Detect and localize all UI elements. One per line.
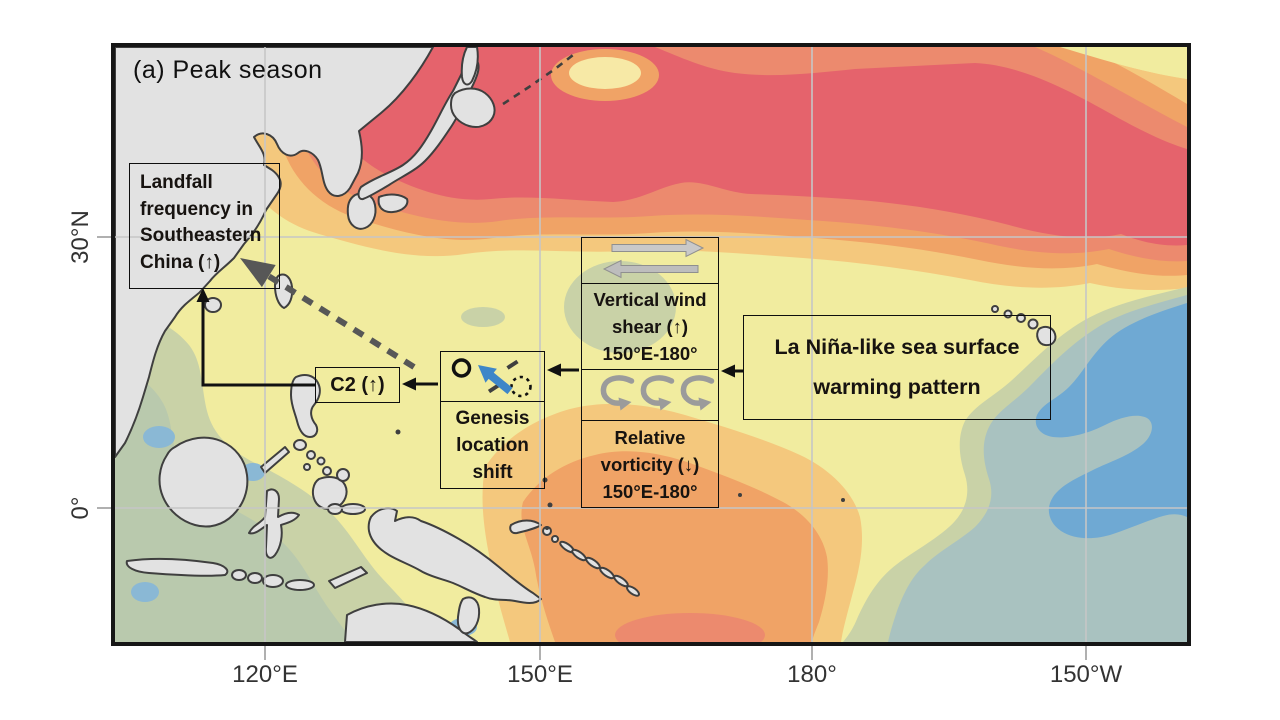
hainan bbox=[204, 297, 222, 313]
warm-anomaly-bands bbox=[233, 47, 1187, 291]
x-tick-label-150w: 150°W bbox=[1049, 661, 1123, 688]
asia-mainland bbox=[115, 47, 434, 458]
y-tick-label-30n: 30°N bbox=[67, 210, 94, 264]
cape-york bbox=[456, 596, 481, 635]
hokkaido bbox=[450, 87, 496, 128]
palawan bbox=[260, 446, 290, 474]
eastern-cool-region bbox=[843, 287, 1187, 642]
genesis-label: Genesis location shift bbox=[455, 407, 530, 483]
timor bbox=[328, 566, 368, 589]
luzon bbox=[290, 374, 321, 438]
vorticity-cell: Relative vorticity (↓) 150°E-180° bbox=[582, 421, 718, 507]
wind-shear-label: Vertical wind shear (↑) bbox=[593, 289, 707, 337]
vorticity-icon-cell bbox=[582, 370, 718, 421]
australia-north bbox=[344, 602, 478, 642]
genesis-symbols-cell bbox=[441, 352, 544, 402]
x-tick-label-150e: 150°E bbox=[507, 661, 573, 688]
panel-label: (a) Peak season bbox=[133, 56, 323, 84]
wind-shear-icon-cell bbox=[582, 238, 718, 284]
shikoku bbox=[377, 193, 409, 214]
map-frame bbox=[111, 43, 1191, 646]
vorticity-range: 150°E-180° bbox=[602, 480, 698, 502]
c2-box: C2 (↑) bbox=[315, 367, 400, 403]
factor-stack: Vertical wind shear (↑) 150°E-180° Relat… bbox=[581, 237, 719, 508]
lanina-line1: La Niña-like sea surface bbox=[774, 335, 1020, 359]
sulawesi bbox=[248, 488, 300, 559]
x-tick-label-180: 180° bbox=[787, 661, 837, 688]
java bbox=[125, 557, 229, 577]
new-britain bbox=[509, 519, 542, 535]
new-guinea bbox=[367, 507, 542, 604]
landfall-box: Landfall frequency in Southeastern China… bbox=[129, 163, 280, 289]
kyushu bbox=[346, 192, 377, 230]
wind-shear-cell: Vertical wind shear (↑) 150°E-180° bbox=[582, 284, 718, 370]
landmasses bbox=[115, 47, 1057, 642]
corner-cool-wedge bbox=[1060, 47, 1187, 79]
borneo bbox=[158, 436, 249, 528]
lanina-line2: warming pattern bbox=[813, 375, 981, 399]
vorticity-label: Relative vorticity (↓) bbox=[600, 426, 700, 475]
wind-shear-range: 150°E-180° bbox=[602, 343, 698, 364]
hawaii-islands bbox=[991, 305, 1057, 347]
x-tick-label-120e: 120°E bbox=[232, 661, 298, 688]
central-warm-region bbox=[482, 403, 863, 642]
solomon-islands bbox=[559, 540, 640, 597]
kuril-island-chain bbox=[502, 53, 574, 106]
pacific-sst-map bbox=[115, 47, 1187, 642]
genesis-box: Genesis location shift bbox=[440, 351, 545, 489]
micronesia-dots bbox=[395, 429, 845, 530]
lanina-box: La Niña-like sea surface warming pattern bbox=[743, 315, 1051, 420]
y-tick-label-0: 0° bbox=[67, 496, 94, 520]
sakhalin bbox=[460, 47, 479, 86]
